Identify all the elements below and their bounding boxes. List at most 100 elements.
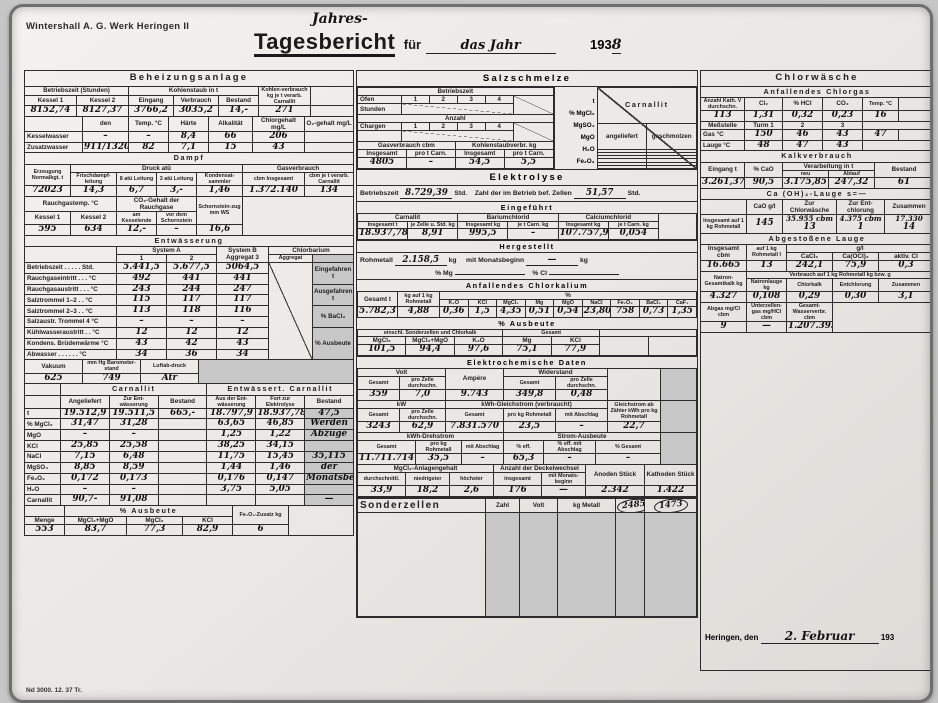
col-header: Aus der Ent-wässerung xyxy=(206,394,257,409)
signature-line: Heringen, den 2. Februar 193 xyxy=(701,629,930,670)
col-header: % CaO xyxy=(744,161,783,178)
cell-value: 82,9 xyxy=(182,524,233,537)
cell-value: 3,- xyxy=(156,184,197,197)
report-body: Beheizungsanlage Betriebszeit (Stunden) … xyxy=(24,70,930,671)
cell-value: 492 xyxy=(116,272,167,285)
col-header: Kathoden Stück xyxy=(644,463,697,487)
cell-value: – xyxy=(166,316,217,328)
empty-cell xyxy=(557,512,616,618)
row-label: % MgCl₂ xyxy=(569,109,595,117)
cell-value: 18.937,785 xyxy=(356,228,409,241)
cell-value xyxy=(157,429,208,442)
cell-value: 0,172 xyxy=(60,472,110,485)
cell-value: 75,1 xyxy=(502,344,552,356)
col-header: Volt xyxy=(357,367,446,377)
signature-year: 193 xyxy=(880,633,895,642)
cell-value: 14,3 xyxy=(70,184,117,197)
col-header: Vakuum xyxy=(24,359,83,374)
cell-value: 553 xyxy=(24,524,65,537)
empty-cell xyxy=(898,109,930,122)
cell-value: 4,88 xyxy=(397,306,440,318)
cell-value: Atr xyxy=(140,372,199,385)
cell-value: 90,7- xyxy=(60,494,110,507)
col-header: Insgesamt kg xyxy=(457,221,509,230)
col-header: Frischdampf-leitung xyxy=(70,171,117,186)
row-label: Stunden xyxy=(357,103,402,116)
cell-value: 97,6 xyxy=(453,344,504,356)
row-label: MgO xyxy=(580,133,595,141)
kesselwasser-table: den Temp. °C Härte Alkalität Chlorgehalt… xyxy=(24,115,354,154)
unit-label: Std. xyxy=(454,190,468,198)
section-title: Kalkverbrauch xyxy=(700,150,930,163)
cell-value: 117 xyxy=(166,294,217,307)
column-middle: Salzschmelze Betriebszeit Ofen 1 2 3 4 xyxy=(356,70,698,619)
cell-value: 3.175,85 xyxy=(782,176,829,189)
vakuum-table: Vakuum mm Hg Barometer-stand Luftab-druc… xyxy=(24,359,354,385)
section-title: Sonderzellen xyxy=(357,497,486,514)
col-header: mit Monats-beginn xyxy=(541,471,587,487)
report-title: Tagesbericht xyxy=(254,29,396,57)
cell-value: 247 xyxy=(216,283,269,296)
col-header: Bestand xyxy=(157,394,208,409)
cell-value: 113 xyxy=(700,109,745,122)
empty-cell xyxy=(312,253,354,263)
empty-cell xyxy=(24,383,61,396)
col-header: MgCl₂ xyxy=(496,299,526,308)
cell-value: 359 xyxy=(357,389,400,401)
col-header: Natron-Gesamtkalk kg xyxy=(700,270,747,293)
col-header: aktiv. Cl xyxy=(878,251,930,262)
cell-value: 8127,37 xyxy=(76,104,129,117)
cell-value: 25,85 xyxy=(60,440,110,453)
col-header: Strom-Ausbeute xyxy=(503,431,661,441)
cell-value: 0,147 xyxy=(255,472,306,485)
betriebszeit-table: Betriebszeit Ofen 1 2 3 4 Stunden xyxy=(357,86,554,143)
empty-cell xyxy=(607,367,661,401)
col-header: Calciumchlorid xyxy=(557,213,660,223)
handwritten-value: 2.158,5 xyxy=(394,255,447,267)
cell-value: 35.955 cbm 13 xyxy=(782,213,837,234)
side-label: % Ausbeute xyxy=(312,326,354,361)
col-header: 1 xyxy=(401,95,430,105)
col-header: Kessel 1 xyxy=(24,210,71,225)
row-label: t xyxy=(24,407,61,420)
col-header: niedrigster xyxy=(405,471,450,487)
sonderzellen-section: Sonderzellen Zahl Volt kg Metall 2485 14… xyxy=(356,496,698,619)
kalklauge-table: Ca (OH)₂-Lauge s=— CaO g/l Zur Chlorwäsc… xyxy=(700,187,930,234)
col-header: cbm Insgesamt xyxy=(242,171,305,186)
row-label: MgO xyxy=(24,429,61,442)
cell-value xyxy=(206,494,257,507)
col-header: Volt xyxy=(519,497,558,514)
cell-value: 43 xyxy=(252,141,305,154)
eingefuehrt-table: Carnallit Bariumchlorid Calciumchlorid I… xyxy=(356,213,697,241)
ausbeute-links-table: % Ausbeute Fe₂O₃-Zusatz kg Menge MgCl₂+M… xyxy=(24,505,354,537)
row-label: Salztrommel 1–2 . . °C xyxy=(24,294,117,307)
cell-value: 134 xyxy=(304,184,354,197)
cell-value: 1,35 xyxy=(667,306,697,318)
cell-value: 0,30 xyxy=(832,291,879,303)
col-header: Gesamt xyxy=(357,439,416,455)
cell-value: 0,108 xyxy=(746,291,787,303)
section-title: Entwässerung xyxy=(24,234,354,247)
col-header: pro t Carn. xyxy=(405,149,456,159)
col-header: % Gesamt xyxy=(595,439,661,455)
section-title: Beheizungsanlage xyxy=(24,70,354,87)
cell-value: — xyxy=(304,494,354,507)
cell-value: 3766,2 xyxy=(128,104,174,117)
cell-value: 4.327 xyxy=(700,291,747,303)
cell-value xyxy=(157,494,208,507)
cell-value: 0,32 xyxy=(782,109,823,122)
cell-value: 35,115 xyxy=(304,451,354,463)
empty-cell xyxy=(599,328,697,338)
chlorkalium-table: Gesamt t kg auf 1 kg Rohmetall % K₂O KCl… xyxy=(357,291,697,318)
col-header: KCl xyxy=(182,516,233,526)
col-header: Anoden Stück xyxy=(585,463,645,487)
handwritten-circled-value: 1473 xyxy=(653,499,688,512)
cell-value: 0,23 xyxy=(822,109,863,122)
handwritten-value: — xyxy=(526,255,579,267)
col-header: Fe₂O₃-Zusatz kg xyxy=(232,505,289,526)
cell-value: 0,36 xyxy=(439,306,469,318)
cell-value: 7.831.570 xyxy=(445,421,505,433)
cell-value: 12 xyxy=(166,326,217,339)
cell-value: 25,58 xyxy=(108,440,159,453)
col-header: Zusammen xyxy=(884,198,930,215)
